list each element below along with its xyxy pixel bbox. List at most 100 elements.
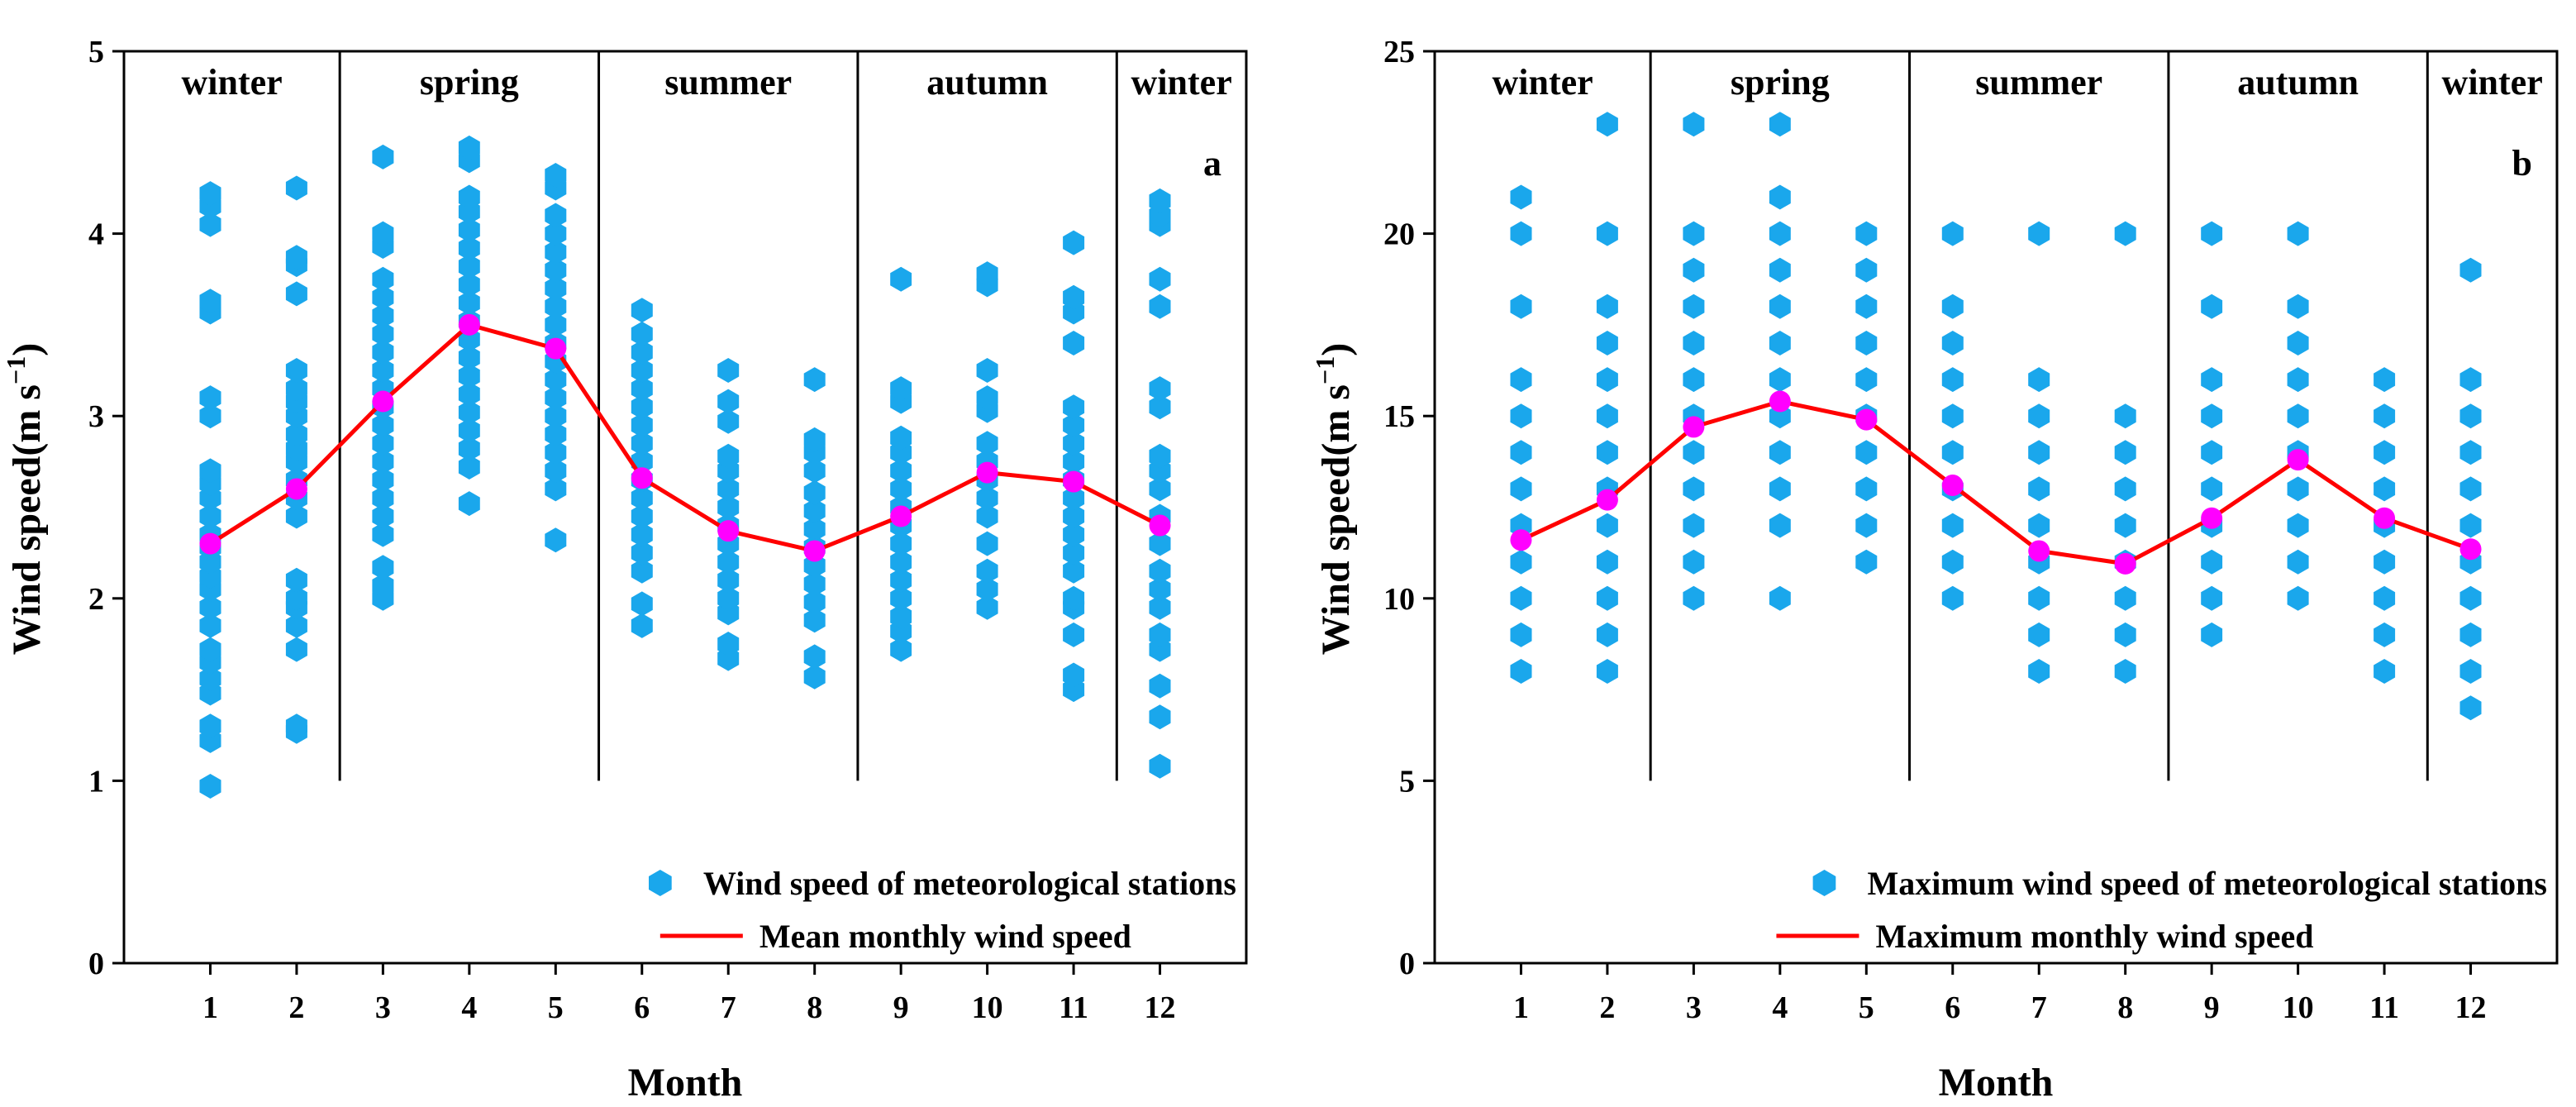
y-tick-label: 3: [88, 399, 104, 434]
station-point: [372, 503, 394, 529]
mean-marker: [458, 313, 480, 336]
station-point: [1769, 184, 1791, 210]
station-point: [1941, 440, 1964, 465]
station-point: [1941, 403, 1964, 429]
station-point: [2028, 221, 2050, 246]
station-point: [285, 245, 307, 270]
station-point: [1941, 513, 1964, 538]
mean-line: [209, 322, 1161, 553]
y-tick-label: 20: [1383, 217, 1415, 252]
station-point: [545, 458, 567, 484]
x-tick-label: 1: [202, 990, 218, 1025]
mean-marker: [199, 532, 221, 555]
station-point: [717, 358, 740, 383]
y-tick-label: 5: [1399, 764, 1415, 799]
legend-swatch-points: [1812, 870, 1836, 896]
station-point: [1063, 485, 1085, 511]
station-point: [890, 637, 912, 662]
station-point: [1769, 367, 1791, 393]
y-tick-label: 4: [88, 217, 104, 252]
station-point: [1683, 221, 1705, 246]
y-axis-title: Wind speed(m s−1): [1310, 343, 1358, 655]
station-point: [2201, 293, 2223, 319]
station-point: [545, 203, 567, 228]
station-point: [1063, 522, 1085, 547]
station-point: [803, 608, 826, 633]
station-point: [631, 613, 653, 638]
station-point: [1769, 293, 1791, 319]
station-point: [199, 458, 221, 484]
mean-marker: [2028, 540, 2050, 562]
station-point: [2459, 622, 2482, 647]
station-point: [2287, 331, 2309, 355]
station-point: [372, 340, 394, 365]
station-point: [631, 413, 653, 438]
station-point: [2287, 476, 2309, 502]
station-point: [2287, 293, 2309, 319]
station-point: [458, 290, 480, 316]
station-point: [2114, 440, 2136, 465]
station-point: [631, 298, 653, 323]
station-point: [2114, 585, 2136, 611]
station-point: [1769, 513, 1791, 538]
station-point: [458, 418, 480, 443]
station-point: [545, 239, 567, 265]
station-point: [1063, 662, 1085, 688]
x-tick-label: 8: [807, 990, 822, 1025]
station-point: [717, 585, 740, 611]
station-point: [1149, 531, 1171, 556]
station-point: [1855, 257, 1878, 283]
station-point: [2459, 659, 2482, 684]
y-axis-title-close: ): [1314, 343, 1358, 356]
station-point: [2374, 659, 2396, 684]
station-point: [458, 254, 480, 279]
station-point: [2287, 367, 2309, 393]
station-point: [976, 431, 998, 456]
station-point: [1769, 112, 1791, 137]
station-point: [199, 181, 221, 207]
mean-marker: [2459, 538, 2482, 561]
x-axis-title: Month: [1939, 1061, 2054, 1105]
station-point: [1941, 221, 1964, 246]
season-label-winter: winter: [1131, 62, 1232, 103]
station-point: [631, 540, 653, 565]
station-point: [1596, 112, 1618, 137]
station-point: [2201, 622, 2223, 647]
station-point: [976, 558, 998, 584]
station-point: [1063, 284, 1085, 310]
x-tick-label: 8: [2117, 990, 2133, 1025]
station-point: [1683, 293, 1705, 319]
station-point: [1063, 503, 1085, 529]
station-point: [458, 236, 480, 261]
station-points: [199, 135, 1171, 799]
station-point: [717, 549, 740, 575]
station-point: [1063, 558, 1085, 584]
x-tick-label: 7: [721, 990, 736, 1025]
station-point: [2374, 585, 2396, 611]
station-point: [717, 476, 740, 502]
station-point: [372, 431, 394, 456]
station-point: [545, 221, 567, 246]
station-point: [1855, 440, 1878, 465]
x-tick-label: 1: [1513, 990, 1529, 1025]
station-point: [631, 358, 653, 383]
station-point: [458, 436, 480, 461]
y-tick-label: 5: [88, 35, 104, 69]
mean-marker: [890, 505, 912, 527]
station-point: [2028, 585, 2050, 611]
station-point: [545, 403, 567, 429]
station-point: [1941, 367, 1964, 393]
station-point: [458, 217, 480, 243]
station-point: [1596, 585, 1618, 611]
station-point: [372, 449, 394, 475]
legend-label-line: Maximum monthly wind speed: [1875, 918, 2313, 955]
station-point: [2374, 367, 2396, 393]
station-point: [1149, 394, 1171, 420]
station-point: [2459, 513, 2482, 538]
x-tick-label: 9: [893, 990, 909, 1025]
station-point: [1941, 293, 1964, 319]
station-point: [631, 394, 653, 420]
station-point: [199, 212, 221, 237]
station-point: [1941, 549, 1964, 575]
y-axis-title: Wind speed(m s−1): [1, 343, 49, 655]
